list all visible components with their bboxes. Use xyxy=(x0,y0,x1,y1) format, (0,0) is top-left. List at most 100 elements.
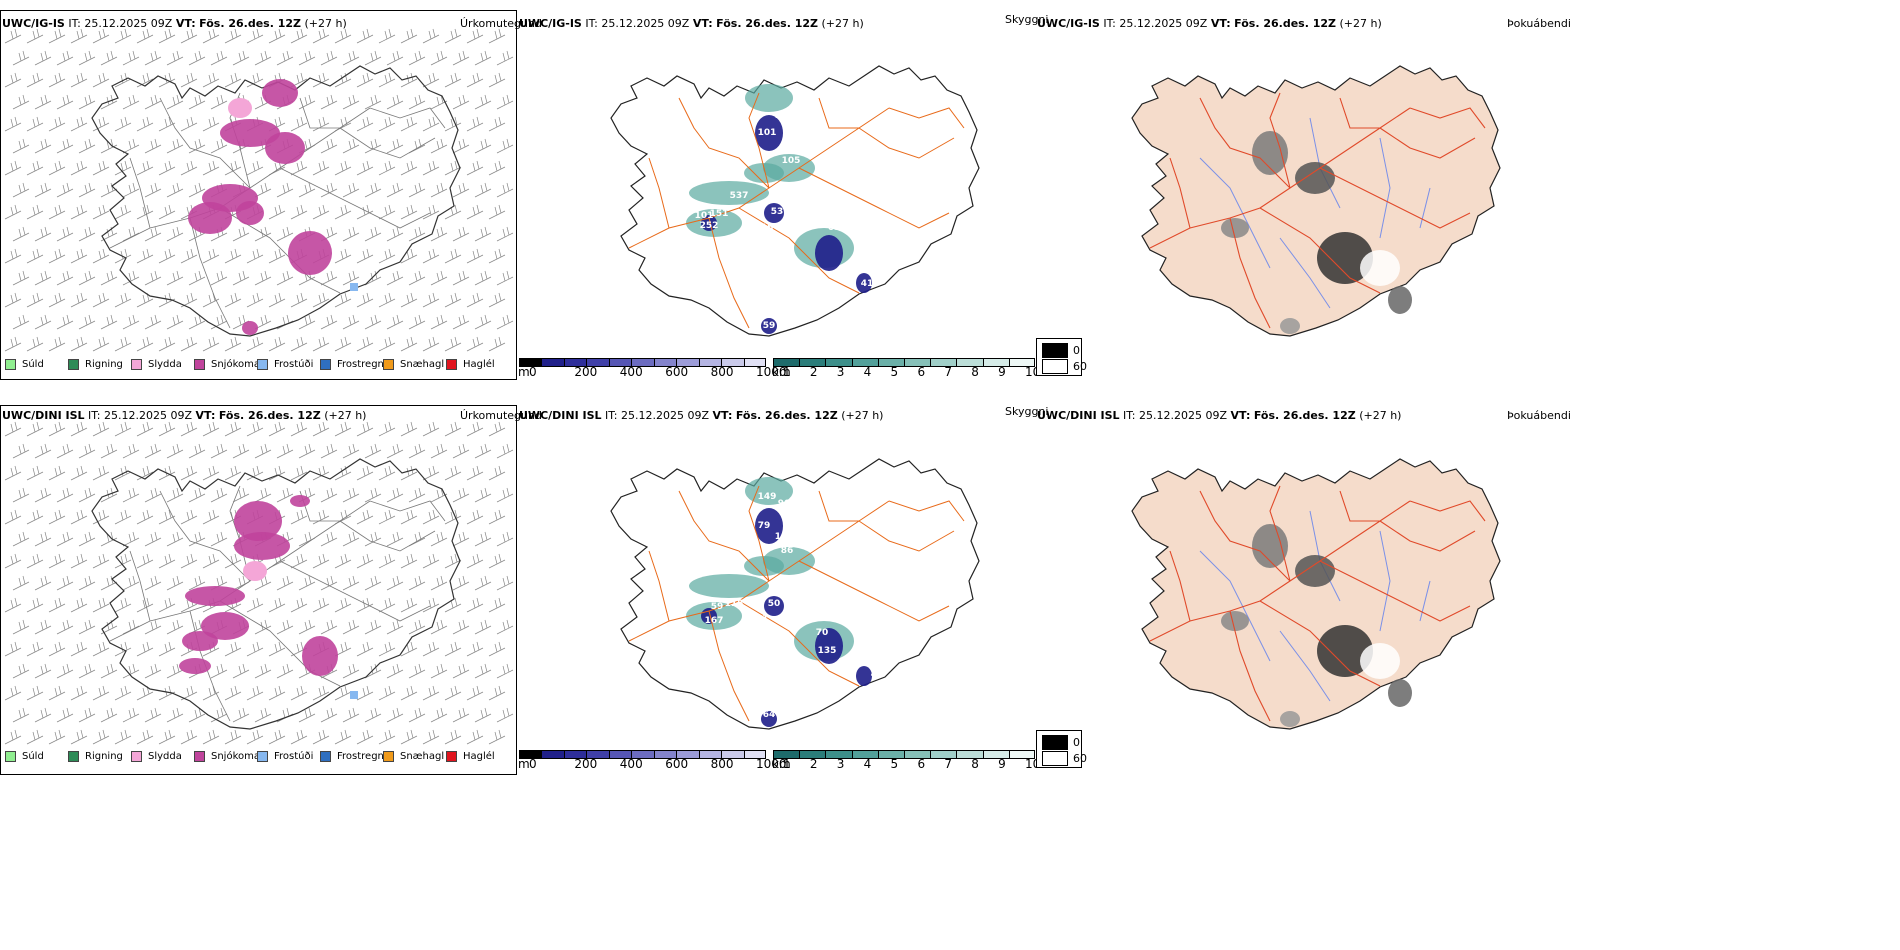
wind-barb xyxy=(320,314,338,330)
precip-panel-frame xyxy=(0,405,517,775)
wind-barb xyxy=(166,663,184,679)
wind-barb xyxy=(474,487,492,503)
wind-barb xyxy=(378,553,396,569)
wind-barb xyxy=(444,685,462,701)
cloud-base-label: 101 xyxy=(695,211,714,221)
wind-barb xyxy=(144,663,162,679)
fog-area xyxy=(1360,643,1400,679)
wind-barb xyxy=(312,336,330,352)
wind-barb xyxy=(474,619,492,635)
wind-barb xyxy=(114,421,132,437)
wind-barb xyxy=(290,160,308,176)
wind-barb xyxy=(386,663,404,679)
wind-barb xyxy=(488,160,506,176)
wind-barb xyxy=(232,270,250,286)
wind-barb xyxy=(210,94,228,110)
it-value: 25.12.2025 09Z xyxy=(84,17,173,30)
wind-barb xyxy=(224,248,242,264)
wind-barb xyxy=(290,465,308,481)
wind-barb xyxy=(466,685,484,701)
legend-label: Snæhagl xyxy=(400,359,445,370)
colorbar-tick: 1000 xyxy=(756,757,787,771)
wind-barb xyxy=(378,641,396,657)
wind-barb xyxy=(122,270,140,286)
wind-barb xyxy=(466,204,484,220)
wind-barb xyxy=(430,226,448,242)
wind-barb xyxy=(290,204,308,220)
road-line xyxy=(1409,107,1486,129)
wind-barb xyxy=(364,575,382,591)
wind-barb xyxy=(364,226,382,242)
vt-label: VT: xyxy=(1210,17,1231,30)
legend-item-haglél: Haglél xyxy=(446,359,495,370)
wind-barb xyxy=(136,421,154,437)
colorbar-tick: 2 xyxy=(809,757,818,771)
wind-barb xyxy=(122,314,140,330)
wind-barb xyxy=(408,182,426,198)
cloud-title: Skyggni xyxy=(1005,405,1049,418)
colorbar-tick: 7 xyxy=(944,365,952,379)
wind-barb xyxy=(34,94,52,110)
wind-barb xyxy=(334,465,352,481)
wind-barb xyxy=(444,72,462,88)
wind-barb xyxy=(400,553,418,569)
colorbar-tick: 0 xyxy=(529,757,537,771)
precip-legend: Súld Rigning Slydda Snjókoma Frostúði Frostre… xyxy=(5,751,515,767)
it-value: 25.12.2025 09Z xyxy=(1119,17,1208,30)
wind-barb xyxy=(78,182,96,198)
wind-barb xyxy=(56,663,74,679)
legend-label: Frostregn xyxy=(337,751,384,762)
cloud-base-colorbar: m 0 200 400 600 800 1000 xyxy=(518,358,787,379)
cloud-base-label: 41 xyxy=(871,670,884,680)
wind-barb xyxy=(342,443,360,459)
wind-barb xyxy=(122,443,140,459)
wind-barb xyxy=(78,575,96,591)
wind-barb xyxy=(276,270,294,286)
wind-barb xyxy=(224,641,242,657)
wind-barb xyxy=(496,226,514,242)
lead-time: (+27 h) xyxy=(1359,409,1402,422)
wind-barb xyxy=(422,204,440,220)
wind-barb xyxy=(56,443,74,459)
colorbar-segment xyxy=(608,750,632,759)
wind-barb xyxy=(114,553,132,569)
wind-barb xyxy=(254,443,272,459)
wind-barb xyxy=(422,116,440,132)
colorbar-segment xyxy=(541,358,564,367)
wind-barb xyxy=(356,160,374,176)
wind-barb xyxy=(202,421,220,437)
wind-barb xyxy=(276,487,294,503)
wind-barb xyxy=(232,443,250,459)
wind-barb xyxy=(268,729,286,745)
precip-panel-frame xyxy=(0,10,517,380)
wind-barb xyxy=(246,685,264,701)
low-visibility-area xyxy=(744,163,784,183)
wind-barb xyxy=(70,160,88,176)
wind-barb xyxy=(378,509,396,525)
wind-barb xyxy=(70,421,88,437)
cloud-base-label: 41 xyxy=(861,279,874,289)
wind-barb xyxy=(364,94,382,110)
wind-barb xyxy=(268,292,286,308)
wind-barb xyxy=(180,509,198,525)
wind-barb xyxy=(444,248,462,264)
legend-label: Snjókoma xyxy=(211,359,261,370)
vt-label: VT: xyxy=(1230,409,1251,422)
fog-legend: 0 60 xyxy=(1036,730,1087,768)
wind-barb xyxy=(4,336,22,352)
precip-title: Úrkomutegund xyxy=(460,409,542,422)
wind-barb xyxy=(422,160,440,176)
lead-time: (+27 h) xyxy=(304,17,347,30)
colorbar-unit: km xyxy=(772,757,791,771)
colorbar-segment xyxy=(586,750,609,759)
precip-title: Úrkomutegund xyxy=(460,17,542,30)
vt-value: Fös. 26.des. 12Z xyxy=(1253,409,1356,422)
wind-barb xyxy=(246,160,264,176)
fog-area xyxy=(1252,524,1288,568)
legend-swatch xyxy=(68,751,79,762)
colorbar-border xyxy=(773,358,1035,367)
it-label: IT: xyxy=(88,409,101,422)
wind-barb xyxy=(334,292,352,308)
wind-barb xyxy=(202,116,220,132)
